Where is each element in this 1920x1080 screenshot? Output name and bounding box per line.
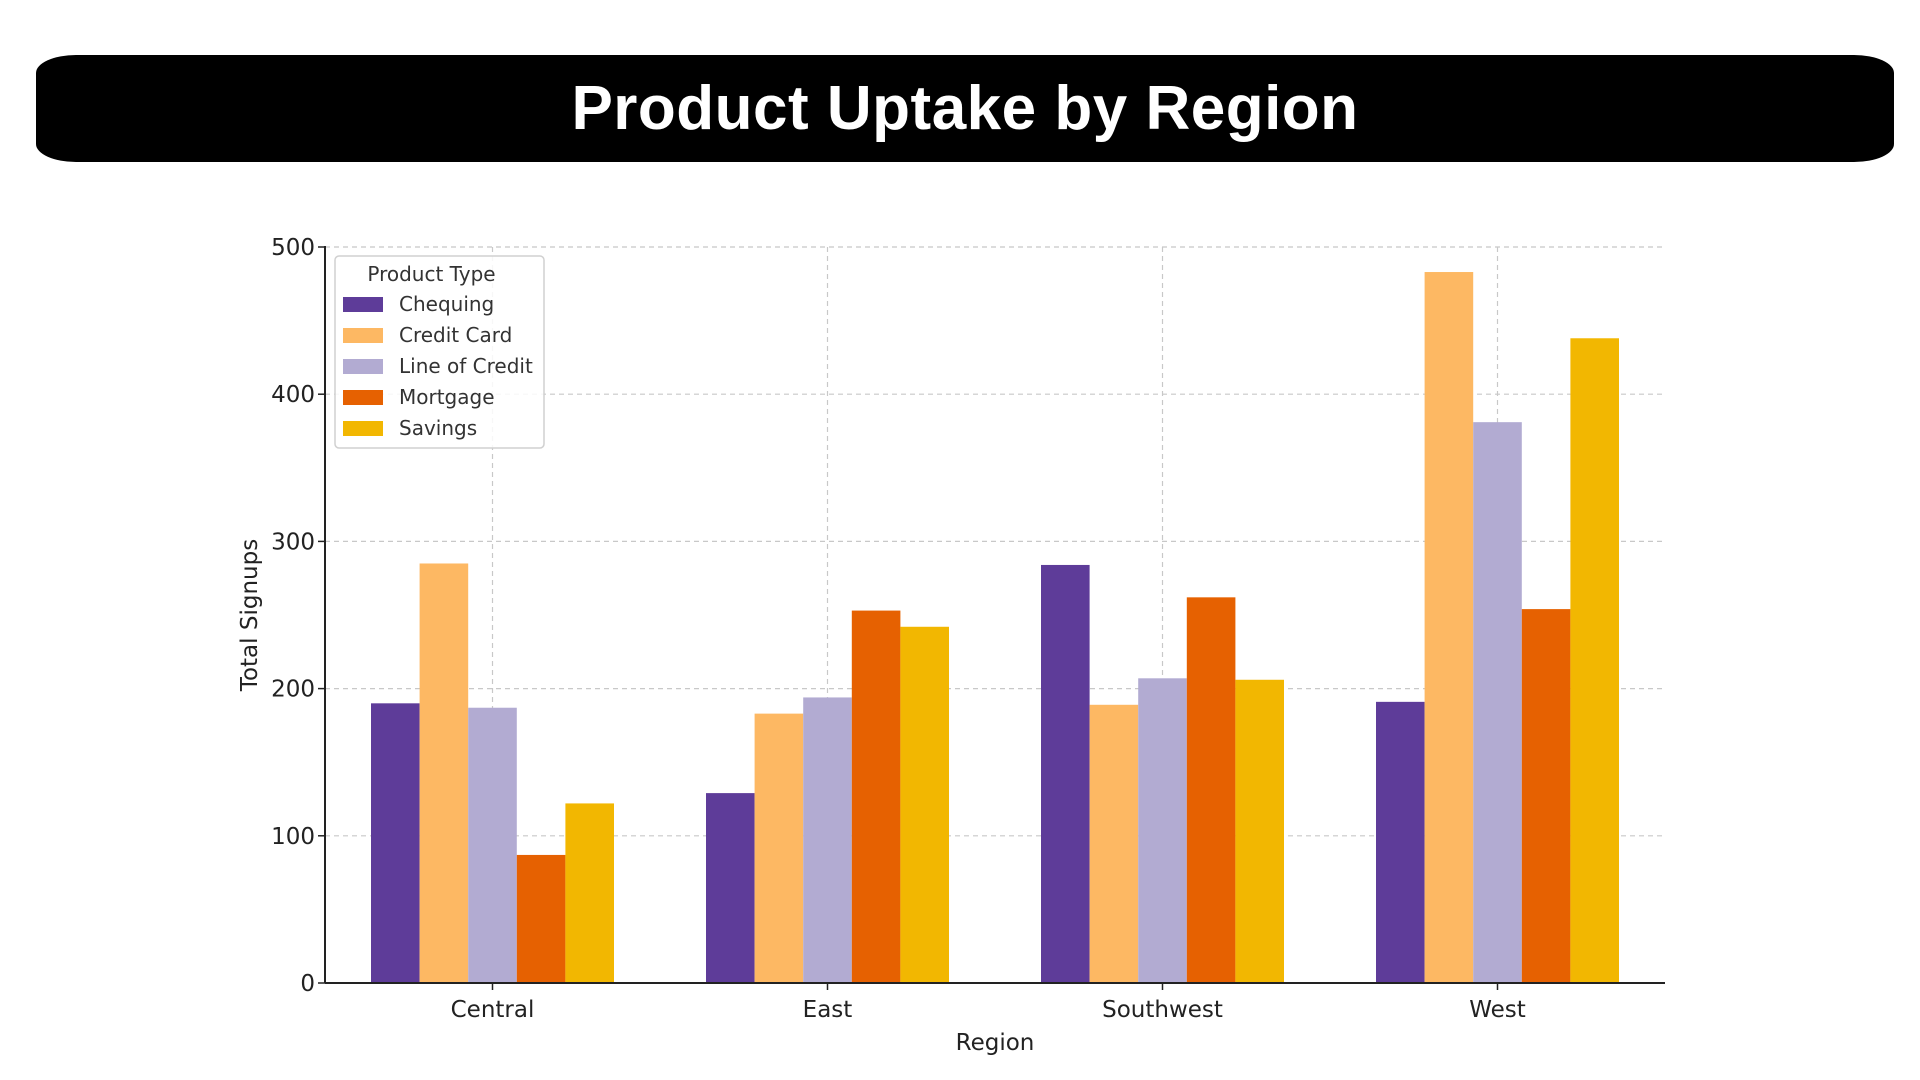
bar [1473,422,1522,984]
bar [371,703,420,983]
legend-title: Product Type [367,262,495,286]
bar [419,563,469,983]
y-tick-label: 200 [271,677,315,703]
bar [1235,679,1284,983]
axes: 0 100 200 300 400 500 Central East Southwest West… [237,235,1665,1056]
legend-label: Chequing [399,292,494,316]
bar [468,707,517,983]
y-tick-label: 500 [271,235,315,261]
y-axis-label: Total Signups [237,539,263,692]
legend-label: Line of Credit [399,354,533,378]
bar [516,854,566,983]
legend-box [334,255,545,449]
bar [1424,272,1474,983]
bar [706,793,755,983]
bar [1041,564,1090,983]
y-tick-label: 0 [300,971,315,997]
bar [1186,597,1236,983]
legend-swatch [343,328,383,343]
bar [754,713,804,983]
bar [803,697,852,983]
legend-label: Credit Card [399,323,512,347]
page-title: Product Uptake by Region [571,74,1359,143]
bar [900,626,949,983]
y-tick-label: 100 [271,824,315,850]
legend-swatch [343,297,383,312]
x-tick-label: Southwest [1102,997,1223,1023]
legend-swatch [343,359,383,374]
y-tick-label: 400 [271,382,315,408]
bar [1089,704,1139,983]
bar [851,610,901,983]
bar [1570,338,1619,983]
y-tick-label: 300 [271,529,315,555]
legend-swatch [343,421,383,436]
legend-label: Mortgage [399,385,495,409]
legend: Product Type Chequing Credit Card Line of C… [334,255,545,449]
x-tick-label: East [803,997,853,1023]
title-banner: Product Uptake by Region [36,55,1894,162]
bar [1138,678,1187,983]
legend-swatch [343,390,383,405]
x-tick-label: West [1469,997,1526,1023]
bar [565,803,614,983]
bar [1376,701,1425,983]
x-axis-label: Region [956,1030,1035,1056]
bar [1521,609,1571,983]
x-tick-label: Central [451,997,535,1023]
legend-label: Savings [399,416,477,440]
bars [371,272,1619,984]
